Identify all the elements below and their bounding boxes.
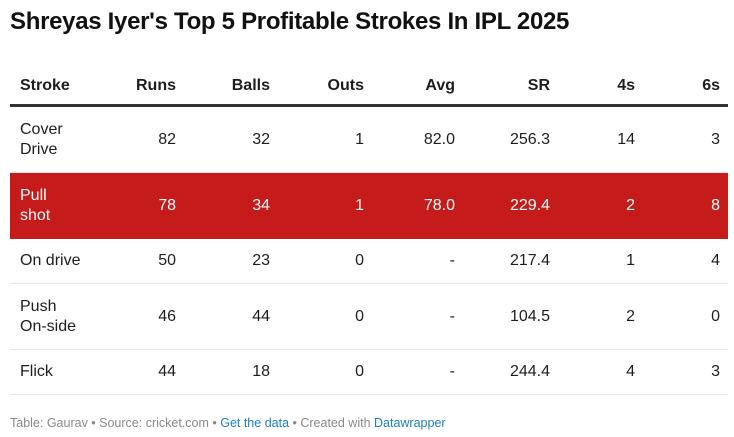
column-header-avg: Avg: [372, 68, 463, 107]
balls-cell: 23: [184, 238, 278, 284]
strokes-table: Stroke Runs Balls Outs Avg SR 4s 6s Cover Drive 8…: [10, 68, 728, 395]
stroke-cell: Pull shot: [10, 172, 110, 239]
table-row: Cover Drive 82 32 1 82.0 256.3 14 3: [10, 105, 728, 173]
table-row: Push On-side 46 44 0-104.5 2 0: [10, 283, 728, 350]
sr-cell: 104.5: [463, 283, 558, 350]
sr-cell: 256.3: [463, 105, 558, 173]
column-header-4s: 4s: [558, 68, 643, 107]
sixes-cell: 4: [643, 238, 728, 284]
column-header-balls: Balls: [184, 68, 278, 107]
stroke-name-line: Push: [20, 297, 57, 315]
sixes-cell: 0: [643, 283, 728, 350]
fours-cell: 4: [558, 349, 643, 395]
sixes-cell: 3: [643, 349, 728, 395]
fours-cell: 2: [558, 283, 643, 350]
footer-credits: Table: Gaurav • Source: cricket.com •: [10, 416, 221, 430]
runs-cell: 82: [110, 105, 184, 173]
avg-cell: -: [372, 238, 463, 284]
stroke-name-line: Pull: [20, 186, 47, 204]
balls-cell: 32: [184, 105, 278, 173]
stroke-name-line: shot: [20, 206, 51, 224]
stroke-name-line: On drive: [20, 252, 81, 269]
balls-cell: 18: [184, 349, 278, 395]
outs-cell: 1: [278, 172, 372, 239]
column-header-stroke: Stroke: [10, 68, 110, 107]
column-header-sr: SR: [463, 68, 558, 107]
stroke-name-line: Flick: [20, 363, 53, 380]
footer-created: • Created with: [289, 416, 374, 430]
table-body: Cover Drive 82 32 1 82.0 256.3 14 3 Pull shot 78 34 1…: [10, 105, 728, 395]
balls-cell: 44: [184, 283, 278, 350]
column-header-6s: 6s: [643, 68, 728, 107]
column-header-runs: Runs: [110, 68, 184, 107]
fours-cell: 14: [558, 105, 643, 173]
sr-cell: 217.4: [463, 238, 558, 284]
get-data-link[interactable]: Get the data: [220, 416, 290, 430]
outs-cell: 1: [278, 105, 372, 173]
stroke-name-line: Drive: [20, 140, 58, 158]
stroke-name-line: On-side: [20, 317, 77, 335]
outs-cell: 0: [278, 349, 372, 395]
runs-cell: 44: [110, 349, 184, 395]
avg-cell: -: [372, 283, 463, 350]
table-row: On drive 50 23 0-217.4 1 4: [10, 238, 728, 284]
stroke-name-line: Cover: [20, 120, 63, 138]
table-row: Pull shot 78 34 1 78.0 229.4 2 8: [10, 172, 728, 239]
outs-cell: 0: [278, 283, 372, 350]
stroke-cell: Cover Drive: [10, 105, 110, 173]
runs-cell: 50: [110, 238, 184, 284]
avg-cell: 82.0: [372, 105, 463, 173]
sr-cell: 229.4: [463, 172, 558, 239]
page-title: Shreyas Iyer's Top 5 Profitable Strokes …: [10, 8, 570, 35]
sixes-cell: 8: [643, 172, 728, 239]
stroke-cell: On drive: [10, 238, 110, 284]
sixes-cell: 3: [643, 105, 728, 173]
runs-cell: 78: [110, 172, 184, 239]
stroke-cell: Flick: [10, 349, 110, 395]
avg-cell: -: [372, 349, 463, 395]
datawrapper-link[interactable]: Datawrapper: [374, 416, 446, 430]
sr-cell: 244.4: [463, 349, 558, 395]
fours-cell: 2: [558, 172, 643, 239]
stroke-cell: Push On-side: [10, 283, 110, 350]
fours-cell: 1: [558, 238, 643, 284]
table-row: Flick 44 18 0-244.4 4 3: [10, 349, 728, 395]
runs-cell: 46: [110, 283, 184, 350]
balls-cell: 34: [184, 172, 278, 239]
header-row: Stroke Runs Balls Outs Avg SR 4s 6s: [10, 68, 728, 107]
outs-cell: 0: [278, 238, 372, 284]
footer: Table: Gaurav • Source: cricket.com • Ge…: [10, 416, 446, 430]
column-header-outs: Outs: [278, 68, 372, 107]
avg-cell: 78.0: [372, 172, 463, 239]
